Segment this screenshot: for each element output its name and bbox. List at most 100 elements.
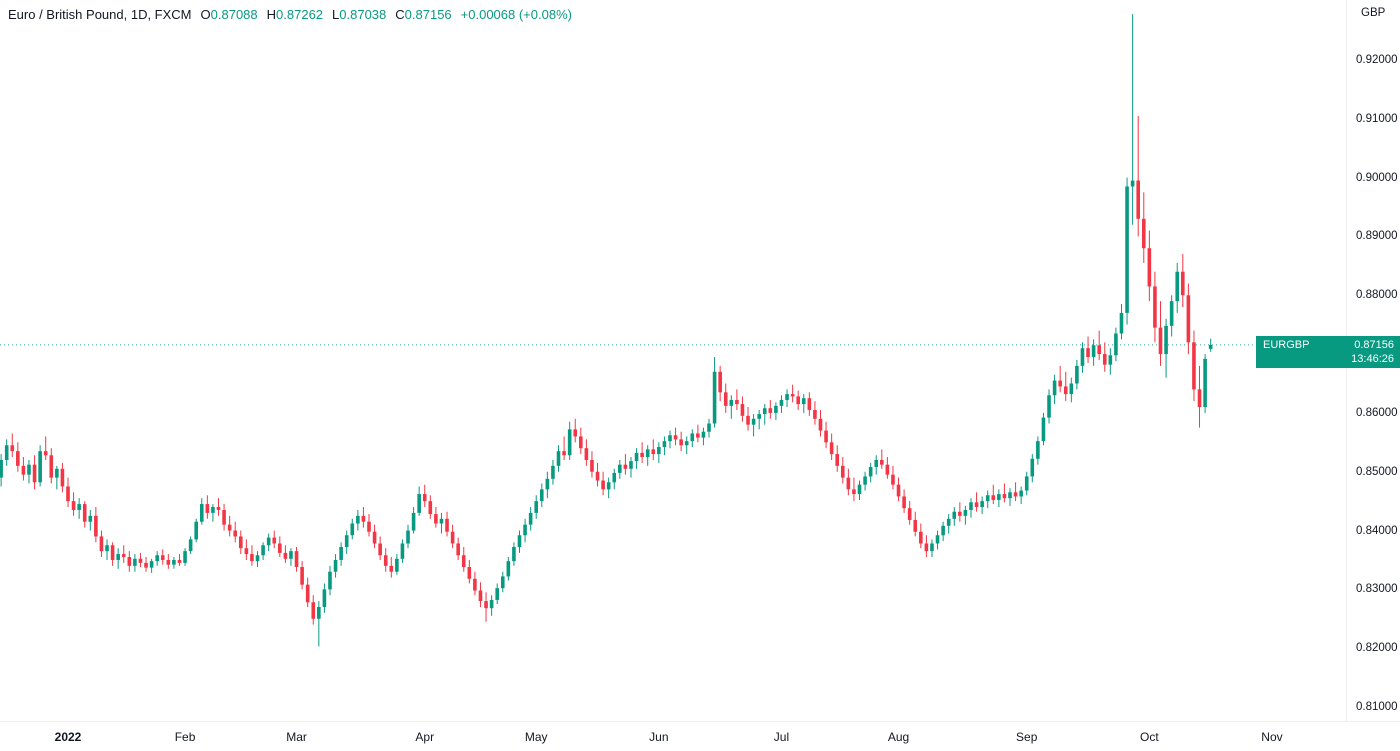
time-tick-label: Aug (887, 730, 910, 744)
candle-body (1125, 186, 1129, 313)
candle-body (1097, 345, 1101, 355)
candle-body (16, 451, 20, 466)
candle-body (790, 394, 795, 397)
candle-body (1208, 344, 1213, 349)
time-tick-label: Nov (1261, 730, 1283, 744)
candle-body (634, 452, 639, 462)
open-value: 0.87088 (210, 7, 258, 22)
candle-body (1114, 333, 1118, 356)
candle-body (863, 476, 867, 485)
candle-body (679, 439, 683, 446)
candle-body (1008, 492, 1012, 499)
candle-body (969, 502, 973, 510)
candle-body (272, 537, 277, 544)
candle-body (1091, 345, 1096, 358)
candle-body (868, 467, 873, 477)
candle-body (94, 515, 98, 537)
price-tick-label: 0.91000 (1356, 112, 1398, 125)
candle-body (43, 451, 48, 456)
time-tick-label: Sep (1016, 730, 1038, 744)
candle-body (930, 543, 934, 552)
candle-body (155, 555, 159, 562)
candle-body (579, 436, 583, 449)
price-tick-label: 0.92000 (1356, 54, 1398, 66)
ohlc-high: H 0.87262 (267, 7, 323, 23)
time-tick-label: Mar (286, 730, 307, 744)
candle-body (278, 543, 282, 553)
candle-body (238, 536, 243, 549)
candle-body (372, 531, 377, 544)
candle-body (255, 555, 260, 562)
candle-body (913, 519, 918, 532)
candle-body (422, 494, 427, 502)
candle-body (350, 523, 355, 536)
candle-body (211, 507, 215, 513)
candle-body (1080, 348, 1085, 366)
candle-body (735, 399, 739, 405)
candle-body (946, 518, 951, 526)
symbol-title[interactable]: Euro / British Pound, 1D, FXCM (8, 7, 192, 22)
candle-body (322, 589, 327, 608)
candle-body (395, 558, 399, 572)
candle-body (406, 530, 410, 544)
candle-body (740, 404, 745, 416)
candle-body (874, 459, 879, 468)
candle-body (484, 601, 488, 609)
open-label: O (200, 7, 211, 22)
price-tick-label: 0.86000 (1356, 406, 1398, 419)
candle-body (411, 512, 416, 531)
time-tick-label: Feb (174, 730, 196, 744)
close-value: 0.87156 (404, 7, 452, 22)
candle-body (500, 576, 505, 589)
candle-body (1192, 342, 1196, 390)
candle-body (880, 459, 884, 465)
candle-body (779, 399, 784, 406)
candle-body (896, 484, 901, 497)
candle-body (71, 501, 76, 510)
time-axis[interactable]: 2022 Feb Mar Apr May Jun Jul Aug Sep Oct Nov (0, 721, 1400, 751)
candle-body (657, 447, 661, 455)
candle-body (857, 484, 862, 495)
candle-body (506, 561, 511, 577)
candle-body (963, 509, 968, 516)
chart-legend: Euro / British Pound, 1D, FXCM O 0.87088 … (8, 7, 572, 23)
candle-body (919, 531, 923, 544)
price-tick-label: 0.82000 (1356, 642, 1398, 655)
candle-body (941, 525, 945, 536)
candle-body (250, 554, 254, 562)
candle-body (835, 454, 840, 466)
candle-body (751, 418, 756, 425)
candle-body (768, 408, 773, 413)
candle-body (160, 555, 165, 560)
candle-body (389, 565, 394, 572)
ohlc-low: L 0.87038 (332, 7, 386, 23)
candle-body (333, 559, 338, 572)
candle-body (517, 535, 522, 548)
candle-body (82, 504, 87, 522)
candle-body (556, 451, 561, 466)
ohlc-close: C 0.87156 (395, 7, 451, 23)
candle-body (1075, 365, 1079, 384)
candle-body (801, 398, 806, 405)
candle-body (1030, 458, 1035, 477)
candle-body (473, 578, 477, 591)
candle-body (172, 559, 176, 565)
candle-body (1024, 476, 1029, 491)
close-label: C (395, 7, 405, 22)
candle-body (684, 441, 689, 446)
candle-body (283, 552, 288, 559)
candle-body (55, 468, 59, 478)
candle-body (1164, 325, 1168, 355)
candle-body (339, 547, 343, 560)
candle-body (1130, 180, 1135, 187)
candle-body (618, 464, 622, 473)
candle-body (121, 554, 126, 558)
candle-body (328, 571, 332, 590)
candle-body (852, 489, 856, 495)
candle-body (729, 399, 734, 406)
candle-body (1052, 380, 1057, 396)
candle-body (99, 536, 104, 552)
candle-body (891, 474, 895, 485)
